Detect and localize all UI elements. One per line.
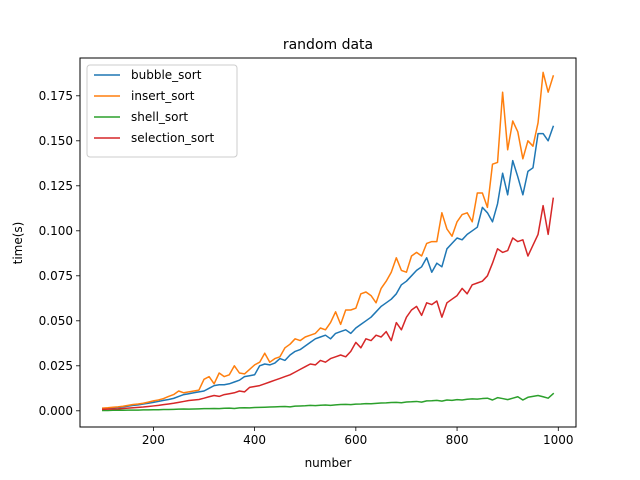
y-tick-label: 0.150 <box>39 134 73 148</box>
series-line-insert-sort <box>101 71 555 409</box>
x-tick-label: 200 <box>142 433 165 447</box>
y-tick-label: 0.075 <box>39 269 73 283</box>
legend: bubble_sort insert_sort shell_sort selectio… <box>86 64 238 158</box>
y-tick-label: 0.125 <box>39 179 73 193</box>
legend-box <box>86 64 238 158</box>
chart-title: random data <box>283 37 373 53</box>
x-tick-label: 400 <box>243 433 266 447</box>
y-tick-label: 0.025 <box>39 359 73 373</box>
x-tick-label: 1000 <box>543 433 574 447</box>
y-tick-label: 0.000 <box>39 404 73 418</box>
x-axis-label: number <box>305 456 352 470</box>
series-line-selection-sort <box>102 197 555 411</box>
series-line-bubble-sort <box>101 125 555 410</box>
series-lines <box>101 71 555 412</box>
y-tick-label: 0.175 <box>39 89 73 103</box>
x-axis: 200 400 600 800 1000 <box>142 427 574 447</box>
x-tick-label: 600 <box>344 433 367 447</box>
legend-label-shell-sort: shell_sort <box>131 110 188 124</box>
y-tick-label: 0.100 <box>39 224 73 238</box>
legend-label-insert-sort: insert_sort <box>131 89 195 103</box>
y-axis-label: time(s) <box>11 222 25 265</box>
y-axis: 0.000 0.025 0.050 0.075 0.100 0.125 0.150 0.175 <box>39 89 80 418</box>
y-tick-label: 0.050 <box>39 314 73 328</box>
legend-label-bubble-sort: bubble_sort <box>131 68 202 82</box>
plot-frame <box>79 57 577 428</box>
series-line-shell-sort <box>102 392 555 412</box>
x-tick-label: 800 <box>446 433 469 447</box>
legend-label-selection-sort: selection_sort <box>131 131 214 145</box>
